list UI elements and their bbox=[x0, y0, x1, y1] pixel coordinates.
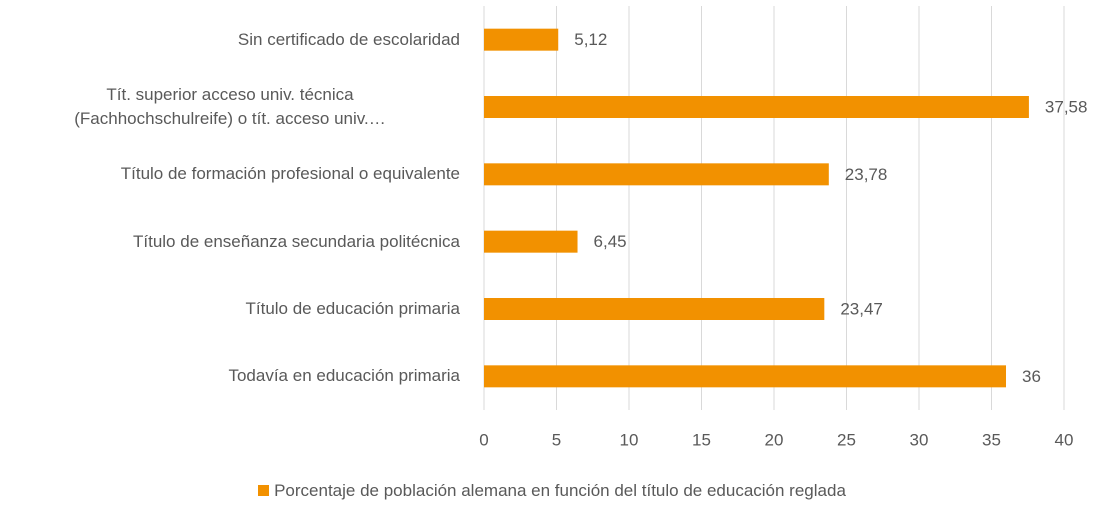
legend-swatch bbox=[258, 485, 270, 496]
x-tick-label: 30 bbox=[910, 430, 929, 449]
x-tick-label: 10 bbox=[620, 430, 639, 449]
x-tick-label: 5 bbox=[552, 430, 561, 449]
category-label: Título de educación primaria bbox=[245, 299, 460, 318]
bar bbox=[484, 96, 1029, 118]
data-label: 6,45 bbox=[594, 232, 627, 251]
bar bbox=[484, 230, 578, 253]
data-label: 23,47 bbox=[840, 299, 883, 318]
data-label: 37,58 bbox=[1045, 97, 1088, 116]
data-label: 5,12 bbox=[574, 30, 607, 49]
legend-label: Porcentaje de población alemana en funci… bbox=[274, 481, 846, 500]
x-tick-label: 25 bbox=[837, 430, 856, 449]
category-label: Título de formación profesional o equiva… bbox=[120, 164, 460, 184]
category-label: Todavía en educación primaria bbox=[228, 366, 460, 386]
bar bbox=[484, 365, 1006, 388]
bar bbox=[484, 298, 825, 320]
legend: Porcentaje de población alemana en funci… bbox=[0, 481, 1104, 501]
bar bbox=[484, 163, 829, 186]
bar bbox=[484, 28, 559, 51]
data-label: 23,78 bbox=[845, 165, 888, 184]
x-tick-label: 35 bbox=[982, 430, 1001, 449]
data-label: 36 bbox=[1022, 367, 1041, 386]
x-tick-label: 15 bbox=[692, 430, 711, 449]
x-tick-label: 0 bbox=[479, 430, 488, 449]
category-label: Tít. superior acceso univ. técnica (Fach… bbox=[74, 85, 386, 128]
x-tick-label: 20 bbox=[765, 430, 784, 449]
category-label: Título de enseñanza secundaria politécni… bbox=[133, 231, 460, 251]
x-tick-label: 40 bbox=[1055, 430, 1074, 449]
category-label: Sin certificado de escolaridad bbox=[237, 29, 460, 49]
